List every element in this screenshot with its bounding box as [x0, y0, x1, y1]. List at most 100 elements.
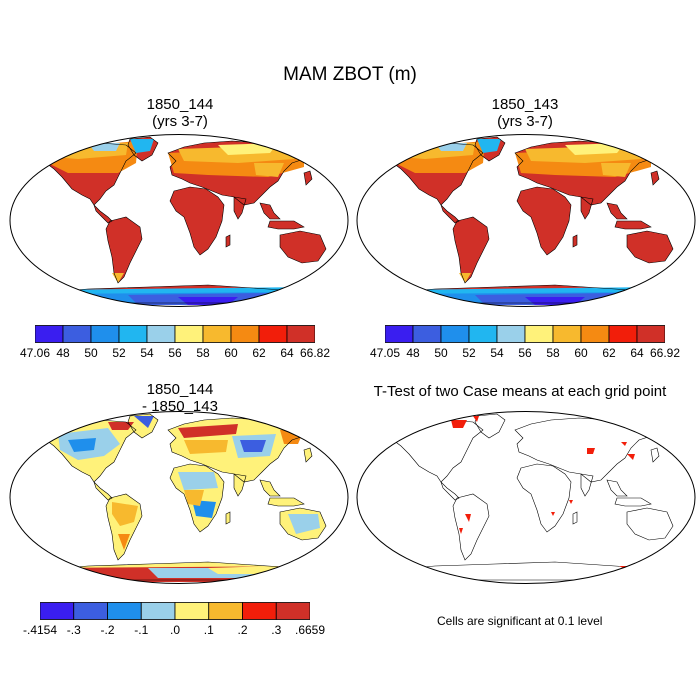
- map-shape: [93, 481, 113, 501]
- map-shape: [607, 203, 627, 219]
- colorbar-swatch: [146, 325, 176, 343]
- map-shape: [279, 230, 327, 264]
- map-shape: [106, 217, 142, 283]
- field-patch: [587, 448, 595, 454]
- colorbar-swatch: [174, 602, 210, 620]
- map-shape: [392, 419, 484, 483]
- field-patch: [184, 440, 228, 454]
- map-shape: [440, 481, 460, 501]
- field-patch: [38, 287, 308, 294]
- map-shape: [514, 417, 654, 483]
- map-content: [382, 136, 676, 305]
- map-projection-outline: [9, 134, 349, 307]
- field-patch: [288, 514, 320, 534]
- map-shape: [572, 234, 578, 248]
- map-projection-outline: [356, 134, 696, 307]
- field-patch: [208, 566, 278, 574]
- colorbar-tick-label: -.1: [134, 623, 149, 637]
- map-shape: [169, 463, 225, 533]
- field-patch: [621, 442, 627, 446]
- colorbar-swatch: [40, 602, 75, 620]
- map-shape: [304, 171, 312, 185]
- colorbar-tick-label: 56: [168, 346, 182, 360]
- map-shape: [626, 230, 674, 264]
- field-patch: [134, 416, 154, 428]
- map-shape: [226, 235, 230, 247]
- colorbar-tick-label: 56: [518, 346, 532, 360]
- map-shape: [517, 187, 571, 255]
- field-patch: [659, 432, 665, 438]
- panel-2-title-line2: (yrs 3-7): [497, 113, 553, 130]
- map-shape: [615, 221, 651, 229]
- colorbar-swatch: [286, 325, 315, 343]
- map-content: [35, 413, 329, 582]
- field-patch: [178, 297, 238, 305]
- figure-title: MAM ZBOT (m): [283, 64, 417, 85]
- map-shape: [452, 216, 490, 284]
- colorbar-tick-label: 58: [546, 346, 560, 360]
- colorbar-tick-label: 62: [252, 346, 266, 360]
- significance-note: Cells are significant at 0.1 level: [437, 614, 603, 628]
- map-shape: [127, 136, 159, 162]
- field-patch: [240, 440, 266, 452]
- map-shape: [93, 204, 113, 224]
- map-shape: [392, 142, 484, 206]
- map-content: [382, 413, 676, 581]
- colorbar-tick-label: 54: [140, 346, 154, 360]
- colorbar-tick-label: 47.05: [369, 346, 401, 360]
- map-shape: [614, 497, 652, 507]
- map-shape: [452, 493, 490, 561]
- colorbar-tick-label: 60: [224, 346, 238, 360]
- colorbar-tick-label: 52: [112, 346, 126, 360]
- field-patch: [112, 502, 138, 526]
- map-shape: [268, 498, 304, 506]
- field-patch: [178, 472, 218, 490]
- map-shape: [572, 511, 578, 525]
- map-shape: [259, 479, 281, 497]
- colorbar-swatch: [385, 325, 414, 343]
- map-shape: [606, 479, 628, 497]
- map-panel-3: [9, 411, 349, 584]
- map-shape: [516, 186, 572, 256]
- map-shape: [260, 480, 280, 496]
- colorbar-swatch: [73, 602, 108, 620]
- map-shape: [303, 447, 313, 463]
- colorbar-tick-label: 50: [434, 346, 448, 360]
- map-shape: [259, 202, 281, 220]
- colorbar-swatch: [230, 325, 260, 343]
- colorbar-tick-label: 62: [602, 346, 616, 360]
- colorbar-swatch: [552, 325, 582, 343]
- colorbar-tick-label: .2: [237, 623, 248, 637]
- colorbar-swatch: [258, 325, 288, 343]
- field-patch: [569, 500, 573, 504]
- map-panel-2: [356, 134, 696, 307]
- panel-4-title-line1: T-Test of two Case means at each grid po…: [373, 383, 667, 400]
- field-patch: [108, 422, 134, 430]
- colorbar-swatch: [118, 325, 148, 343]
- map-shape: [127, 413, 159, 439]
- map-shape: [280, 231, 326, 263]
- map-shape: [516, 463, 572, 533]
- colorbar-swatch: [468, 325, 498, 343]
- map-shape: [453, 217, 489, 283]
- panel-4-title: T-Test of two Case means at each grid po…: [340, 383, 700, 400]
- field-patch: [525, 297, 585, 305]
- panel-2-title: 1850_143 (yrs 3-7): [405, 96, 645, 130]
- colorbar-swatch: [608, 325, 638, 343]
- colorbar-1-labels: 47.06 48 50 52 54 56 58 60 62 64 66.82: [20, 346, 330, 362]
- map-shape: [614, 220, 652, 230]
- panel-2-title-line1: 1850_143: [491, 96, 559, 113]
- colorbar-swatch: [580, 325, 610, 343]
- map-shape: [260, 203, 280, 219]
- map-shape: [45, 419, 137, 483]
- field-patch: [130, 139, 154, 153]
- field-patch: [451, 420, 467, 428]
- colorbar-tick-label: -.4154: [22, 623, 58, 637]
- colorbar-tick-label: 54: [490, 346, 504, 360]
- colorbar-tick-label: 48: [406, 346, 420, 360]
- field-patch: [385, 287, 655, 294]
- colorbar-tick-label: 50: [84, 346, 98, 360]
- colorbar-2-labels: 47.05 48 50 52 54 56 58 60 62 64 66.92: [370, 346, 680, 362]
- colorbar-swatch: [174, 325, 204, 343]
- map-shape: [651, 171, 659, 185]
